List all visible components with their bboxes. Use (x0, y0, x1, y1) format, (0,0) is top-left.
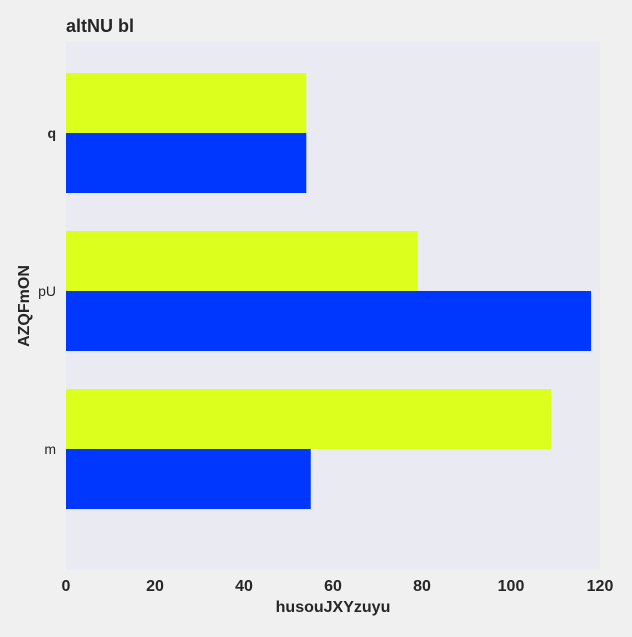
bar-m-series-2 (66, 449, 311, 509)
x-tick-label: 60 (324, 578, 342, 595)
bar-m-series-1 (66, 389, 552, 449)
y-tick-label: q (47, 125, 56, 141)
y-axis-label: AZQFmON (16, 265, 33, 347)
bars-group (66, 73, 592, 509)
x-tick-label: 120 (587, 578, 614, 595)
bar-pU-series-1 (66, 231, 418, 291)
y-tick-labels: q pU m (38, 125, 56, 457)
bar-q-series-1 (66, 73, 307, 133)
y-tick-label: pU (38, 283, 56, 299)
x-tick-label: 40 (235, 578, 253, 595)
x-tick-label: 20 (146, 578, 164, 595)
chart-title: altNU bl (66, 16, 134, 36)
x-axis-label: husouJXYzuyu (276, 599, 391, 616)
y-tick-label: m (44, 441, 56, 457)
x-tick-label: 100 (498, 578, 525, 595)
x-tick-label: 80 (413, 578, 431, 595)
bar-pU-series-2 (66, 291, 592, 351)
x-tick-labels: 0 20 40 60 80 100 120 (62, 578, 614, 595)
x-tick-label: 0 (62, 578, 71, 595)
bar-q-series-2 (66, 133, 307, 193)
